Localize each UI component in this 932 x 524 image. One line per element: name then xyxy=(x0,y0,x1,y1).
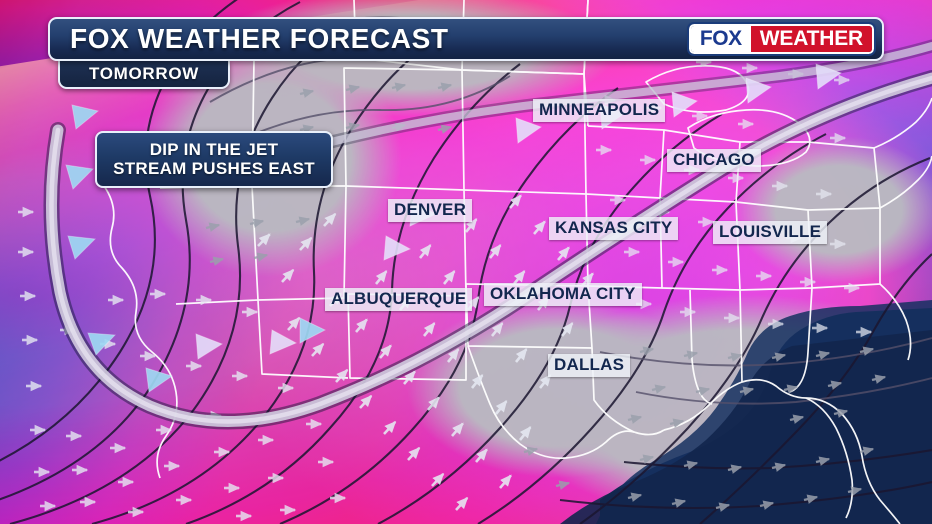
fox-weather-logo[interactable]: FOX WEATHER xyxy=(686,22,877,56)
subtitle-bar: TOMORROW xyxy=(58,61,230,89)
logo-weather-text: WEATHER xyxy=(750,26,872,52)
city-label-albuquerque: ALBUQUERQUE xyxy=(325,288,473,311)
logo-fox-text: FOX xyxy=(690,26,751,52)
city-label-minneapolis: MINNEAPOLIS xyxy=(533,99,666,122)
annotation-callout: DIP IN THE JET STREAM PUSHES EAST xyxy=(95,131,333,189)
city-label-denver: DENVER xyxy=(388,199,473,222)
header: FOX WEATHER FORECAST FOX WEATHER TOMORRO… xyxy=(48,17,884,89)
forecast-day-label: TOMORROW xyxy=(88,64,200,83)
title-bar: FOX WEATHER FORECAST FOX WEATHER xyxy=(48,17,884,61)
city-label-kansas-city: KANSAS CITY xyxy=(549,217,679,240)
city-label-louisville: LOUISVILLE xyxy=(713,221,828,244)
city-label-dallas: DALLAS xyxy=(548,354,631,377)
city-label-chicago: CHICAGO xyxy=(667,149,761,172)
callout-line-2: STREAM PUSHES EAST xyxy=(113,159,315,179)
page-title: FOX WEATHER FORECAST xyxy=(70,23,449,54)
city-label-oklahoma-city: OKLAHOMA CITY xyxy=(484,283,642,306)
callout-line-1: DIP IN THE JET xyxy=(149,140,279,159)
